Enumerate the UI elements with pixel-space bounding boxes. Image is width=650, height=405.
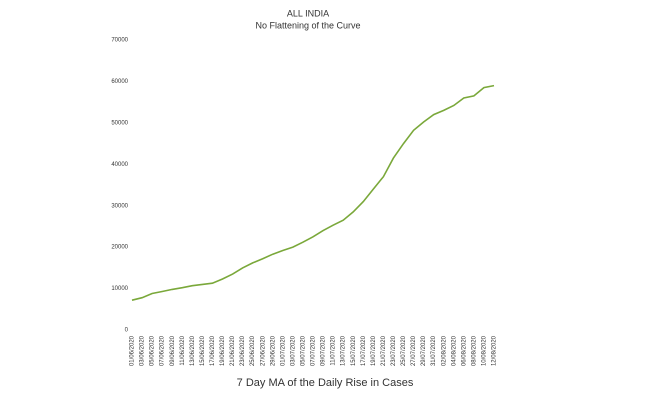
x-tick-label: 19/06/2020 [220, 335, 226, 366]
x-tick-label: 07/07/2020 [311, 335, 317, 366]
x-tick-label: 27/06/2020 [260, 335, 266, 366]
x-tick-label: 25/06/2020 [250, 335, 256, 366]
x-tick-label: 23/07/2020 [391, 335, 397, 366]
x-tick-label: 29/06/2020 [270, 335, 276, 366]
x-tick-label: 09/06/2020 [170, 335, 176, 366]
x-tick-label: 05/06/2020 [150, 335, 156, 366]
y-tick-label: 60000 [111, 79, 128, 85]
x-tick-label: 29/07/2020 [421, 335, 427, 366]
x-tick-label: 15/07/2020 [351, 335, 357, 366]
x-tick-label: 17/06/2020 [210, 335, 216, 366]
y-tick-label: 70000 [111, 38, 128, 44]
x-tick-label: 08/08/2020 [471, 335, 477, 366]
x-tick-label: 07/06/2020 [160, 335, 166, 366]
y-tick-label: 10000 [111, 286, 128, 292]
chart-caption: 7 Day MA of the Daily Rise in Cases [237, 377, 414, 389]
chart-subtitle: No Flattening of the Curve [255, 20, 360, 30]
x-tick-label: 09/07/2020 [321, 335, 327, 366]
y-tick-label: 50000 [111, 120, 128, 126]
y-tick-label: 40000 [111, 162, 128, 168]
data-line [131, 84, 495, 301]
x-tick-label: 21/06/2020 [230, 335, 236, 366]
y-tick-label: 30000 [111, 203, 128, 209]
x-tick-label: 10/08/2020 [482, 335, 488, 366]
y-tick-label: 20000 [111, 245, 128, 251]
x-tick-label: 17/07/2020 [361, 335, 367, 366]
x-tick-label: 06/08/2020 [461, 335, 467, 366]
x-tick-label: 01/07/2020 [280, 335, 286, 366]
x-tick-label: 21/07/2020 [381, 335, 387, 366]
x-tick-label: 03/06/2020 [140, 335, 146, 366]
x-tick-label: 12/08/2020 [492, 335, 498, 366]
chart-title: ALL INDIA [287, 8, 329, 18]
x-tick-label: 19/07/2020 [371, 335, 377, 366]
x-tick-label: 01/06/2020 [130, 335, 136, 366]
x-tick-label: 03/07/2020 [290, 335, 296, 366]
x-tick-label: 27/07/2020 [411, 335, 417, 366]
x-tick-label: 05/07/2020 [301, 335, 307, 366]
x-tick-label: 11/06/2020 [180, 335, 186, 365]
x-tick-label: 13/06/2020 [190, 335, 196, 366]
x-tick-label: 11/07/2020 [331, 335, 337, 365]
x-tick-label: 25/07/2020 [401, 335, 407, 366]
x-tick-label: 15/06/2020 [200, 335, 206, 366]
y-tick-label: 0 [125, 328, 129, 334]
x-tick-label: 04/08/2020 [451, 335, 457, 366]
x-tick-label: 31/07/2020 [431, 335, 437, 366]
x-tick-label: 13/07/2020 [341, 335, 347, 366]
x-tick-label: 02/08/2020 [441, 335, 447, 366]
x-tick-label: 23/06/2020 [240, 335, 246, 366]
